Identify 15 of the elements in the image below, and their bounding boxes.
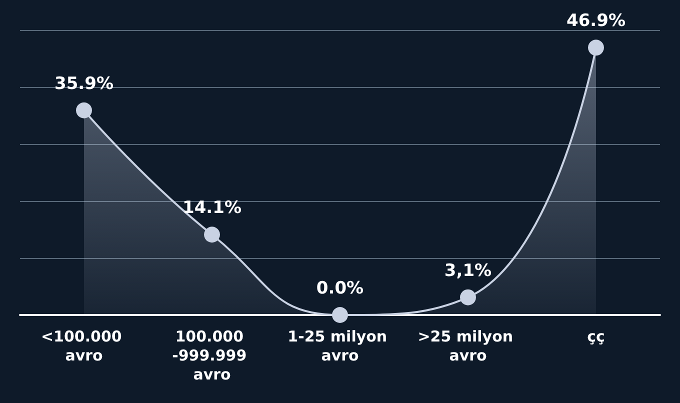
x-tick-label: <100.000 avro <box>40 328 128 364</box>
data-label: 3,1% <box>444 260 492 281</box>
data-label: 35.9% <box>54 74 114 94</box>
x-tick-label: 100.000 -999.999 avro <box>172 328 252 384</box>
point <box>204 226 220 243</box>
x-tick-label: >25 milyon avro <box>418 328 518 364</box>
data-label: 0.0% <box>316 278 364 298</box>
x-tick-label: çç <box>587 328 605 346</box>
point <box>76 102 92 118</box>
data-label: 14.1% <box>182 198 242 218</box>
point <box>588 40 604 56</box>
data-label: 46.9% <box>566 11 626 32</box>
point <box>332 307 348 323</box>
x-tick-label: 1-25 milyon avro <box>288 328 392 364</box>
point <box>460 289 476 306</box>
